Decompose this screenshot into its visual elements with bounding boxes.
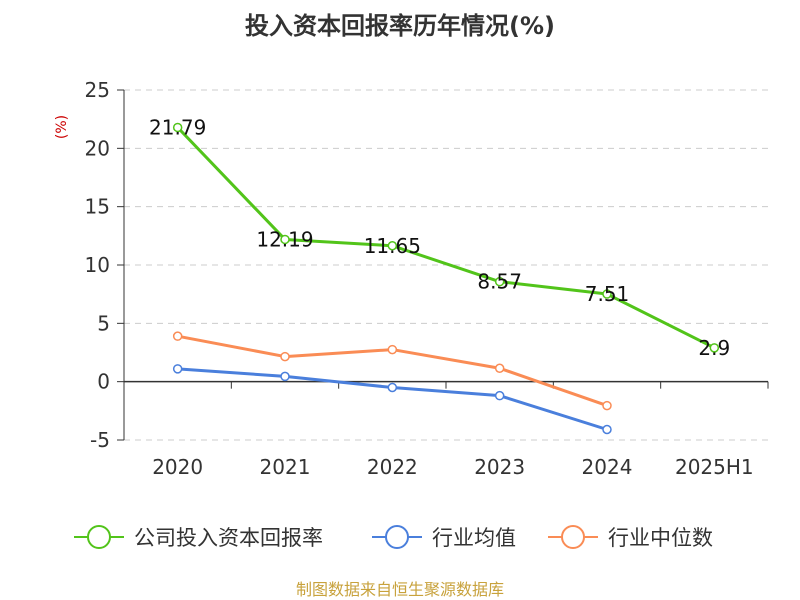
x-tick-label: 2025H1	[675, 455, 754, 479]
axes: -5 0 5 10 15 20 25 2020 2021 2022 2023 2024 2025H1	[85, 78, 769, 479]
x-tick-label: 2023	[474, 455, 525, 479]
chart-title: 投入资本回报率历年情况(%)	[245, 12, 555, 40]
data-point	[494, 390, 505, 401]
data-point	[387, 344, 398, 355]
data-point	[280, 371, 290, 382]
series-line	[176, 126, 716, 350]
y-tick-label: 20	[85, 136, 110, 160]
data-point	[280, 351, 290, 362]
data-label: 11.65	[364, 234, 421, 258]
legend: 公司投入资本回报率 行业均值 行业中位数	[74, 525, 713, 550]
legend-swatch-marker	[87, 525, 111, 549]
data-point	[602, 424, 612, 435]
y-tick-label: 5	[97, 311, 110, 335]
x-tick-label: 2020	[152, 455, 203, 479]
x-tick-label: 2022	[367, 455, 418, 479]
source-note: 制图数据来自恒生聚源数据库	[296, 580, 504, 599]
data-point	[172, 364, 183, 374]
data-point	[387, 382, 398, 393]
y-tick-label: 0	[97, 370, 110, 394]
data-label: 2.9	[698, 336, 730, 360]
legend-swatch-marker	[385, 525, 409, 549]
legend-label: 行业中位数	[608, 526, 713, 550]
legend-label: 公司投入资本回报率	[134, 526, 323, 550]
data-label: 8.57	[477, 270, 522, 294]
series-lines	[172, 122, 720, 435]
y-tick-label: 10	[85, 253, 110, 277]
y-tick-label: 15	[85, 195, 110, 219]
x-tick-label: 2024	[582, 455, 633, 479]
data-point	[172, 331, 183, 341]
data-point	[172, 122, 183, 133]
data-labels: 21.79 12.19 11.65 8.57 7.51 2.9	[149, 115, 730, 359]
legend-swatch-marker	[561, 525, 585, 549]
legend-label: 行业均值	[432, 526, 516, 550]
data-label: 21.79	[149, 115, 206, 139]
y-axis-unit-label: (%)	[54, 115, 70, 139]
y-tick-label: -5	[90, 428, 110, 452]
data-label: 7.51	[585, 282, 630, 306]
data-point	[602, 289, 612, 299]
data-point	[602, 400, 612, 411]
data-point	[709, 343, 720, 353]
data-point	[494, 276, 505, 287]
data-point	[494, 363, 505, 373]
y-tick-label: 25	[85, 78, 110, 102]
x-tick-label: 2021	[260, 455, 311, 479]
data-point	[280, 234, 290, 245]
data-label: 12.19	[256, 227, 313, 251]
data-point	[387, 241, 398, 251]
series-line	[177, 367, 608, 431]
